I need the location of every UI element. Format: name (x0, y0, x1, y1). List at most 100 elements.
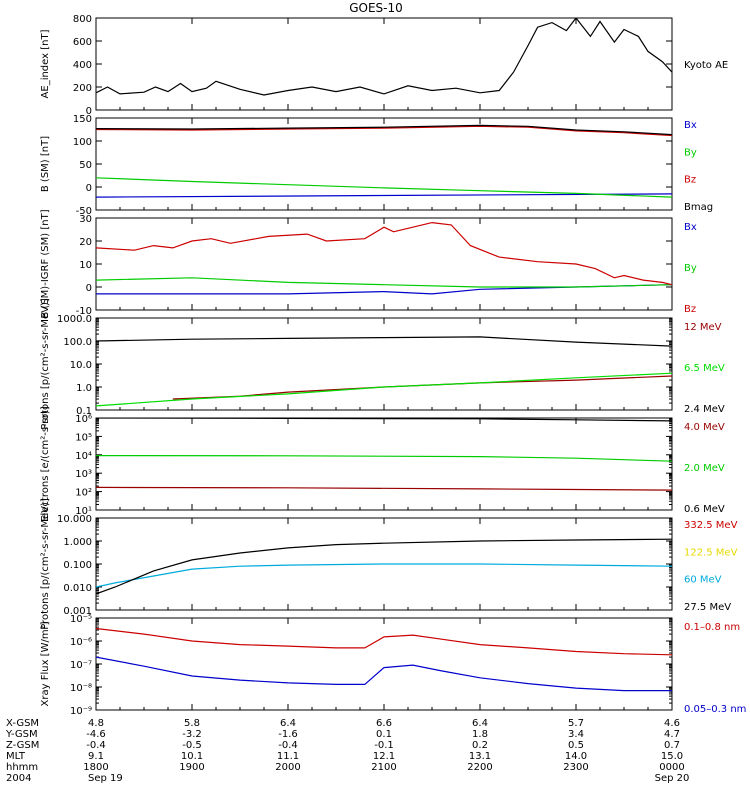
y-tick-label: 0.010 (63, 583, 92, 594)
series-line-bz (96, 125, 672, 137)
x-tick-label: 4.6 (664, 718, 680, 729)
x-tick-label: 1900 (179, 762, 204, 773)
y-tick-label: -10 (76, 306, 92, 317)
y-tick-label: 10⁴ (75, 451, 92, 462)
y-axis-label: B (SM) [nT] (40, 136, 51, 192)
legend-label: By (684, 263, 697, 274)
y-tick-label: 100 (73, 137, 92, 148)
x-axis-table: X-GSMY-GSMZ-GSMMLThhmm20044.8-4.6-0.49.1… (5, 718, 689, 784)
y-axis-label: AE_index [nT] (40, 29, 51, 98)
y-tick-label: 10.000 (57, 514, 92, 525)
series-line-0-05-0-3-nm (96, 656, 672, 692)
series-line-bx (96, 284, 672, 295)
panel-frame (95, 617, 673, 711)
y-tick-label: 0 (86, 283, 92, 294)
y-tick-label: 1.000 (63, 537, 92, 548)
series-line-2-4-mev (96, 336, 672, 347)
y-tick-label: 30 (79, 214, 92, 225)
x-tick-label: 12.1 (373, 751, 395, 762)
series-line-0-6-mev (96, 418, 672, 422)
x-tick-label: 11.1 (277, 751, 299, 762)
x-tick-label: 6.4 (280, 718, 296, 729)
panel-7: 10⁻⁹ 10⁻⁸ 10⁻⁷ 10⁻⁶ 10⁻⁵ Xray Flux [W/m²] 0.1–… (40, 614, 746, 717)
x-tick-label: Sep 19 (88, 773, 123, 784)
x-tick-label: -4.6 (86, 729, 106, 740)
legend-label: Bz (684, 304, 696, 315)
x-tick-label: 1800 (83, 762, 108, 773)
x-tick-label: 15.0 (661, 751, 683, 762)
series-line-bmag (96, 124, 672, 136)
x-row-label: X-GSM (6, 718, 39, 729)
x-row-label: Y-GSM (5, 729, 38, 740)
y-tick-label: 800 (73, 14, 92, 25)
x-tick-label: -0.4 (86, 740, 106, 751)
y-tick-label: 100.0 (63, 337, 92, 348)
series-line-6-5-mev (96, 372, 672, 407)
y-tick-label: 10 (79, 260, 92, 271)
series-line-0-1-0-8-nm (96, 627, 672, 656)
y-tick-label: 10¹ (75, 506, 92, 517)
legend-label: Bx (684, 222, 697, 233)
x-tick-label: 14.0 (565, 751, 587, 762)
series-line-by (96, 177, 672, 198)
series-line-60-mev (96, 563, 672, 588)
y-tick-label: -50 (76, 206, 92, 217)
x-tick-label: 4.7 (664, 729, 680, 740)
legend-label: 4.0 MeV (684, 422, 725, 433)
x-tick-label: 5.7 (568, 718, 584, 729)
y-tick-label: 400 (73, 60, 92, 71)
x-tick-label: 2300 (563, 762, 588, 773)
series-line-4-0-mev (96, 486, 672, 491)
legend-label: 0.1–0.8 nm (684, 622, 740, 633)
y-tick-label: 10² (75, 488, 92, 499)
x-tick-label: 2000 (275, 762, 300, 773)
x-tick-label: -1.6 (278, 729, 298, 740)
panel-frame (95, 17, 673, 111)
legend-label: 0.05–0.3 nm (684, 704, 746, 715)
x-tick-label: 3.4 (568, 729, 584, 740)
legend-label: Bz (684, 175, 696, 186)
series-line-by (96, 277, 672, 288)
y-tick-label: 10⁶ (75, 414, 92, 425)
panel-4: 0.1 1.0 10.0 100.0 1000.0 Protons [p/(cm²-s-s… (40, 298, 725, 430)
series-line-27-5-mev (96, 538, 672, 595)
legend-label: 2.0 MeV (684, 463, 725, 474)
y-tick-label: 10.0 (70, 360, 92, 371)
y-tick-label: 10⁻⁷ (70, 660, 92, 671)
x-row-label: MLT (6, 751, 26, 762)
x-tick-label: 0.7 (664, 740, 680, 751)
legend-label: 12 MeV (684, 322, 722, 333)
x-row-label: hhmm (6, 762, 38, 773)
x-tick-label: 10.1 (181, 751, 203, 762)
legend-label: 6.5 MeV (684, 363, 725, 374)
y-tick-label: 10⁻⁶ (70, 637, 92, 648)
panel-frame (95, 217, 673, 311)
x-tick-label: 4.8 (88, 718, 104, 729)
y-tick-label: 150 (73, 114, 92, 125)
y-tick-label: 1000.0 (57, 314, 92, 325)
legend-label: By (684, 147, 697, 158)
y-tick-label: 10⁵ (75, 432, 92, 443)
legend-label: 60 MeV (684, 575, 722, 586)
series-line-bz (96, 221, 672, 286)
y-axis-label: Xray Flux [W/m²] (40, 621, 51, 706)
legend-label: Bx (684, 120, 697, 131)
legend-label: 332.5 MeV (684, 520, 738, 531)
legend-label: 122.5 MeV (684, 547, 738, 558)
series-line-2-0-mev (96, 455, 672, 462)
x-tick-label: 6.4 (472, 718, 488, 729)
x-tick-label: -3.2 (182, 729, 202, 740)
panel-5: 10¹ 10² 10³ 10⁴ 10⁵ 10⁶ Electrons [e/(cm²-s-sr… (40, 406, 725, 522)
series-line-kyoto-ae (96, 18, 672, 96)
y-axis-label: Protons [p/(cm²-s-sr-MeV)] (40, 498, 51, 630)
x-tick-label: 5.8 (184, 718, 200, 729)
panel-1: 0 200 400 600 800 AE_index [nT] Kyoto AE (40, 14, 728, 117)
y-tick-label: 0.1 (76, 406, 92, 417)
x-tick-label: 0.2 (472, 740, 488, 751)
y-tick-label: 200 (73, 83, 92, 94)
panel-frame (95, 317, 673, 411)
x-row-label: 2004 (6, 773, 31, 784)
y-tick-label: 0 (86, 183, 92, 194)
